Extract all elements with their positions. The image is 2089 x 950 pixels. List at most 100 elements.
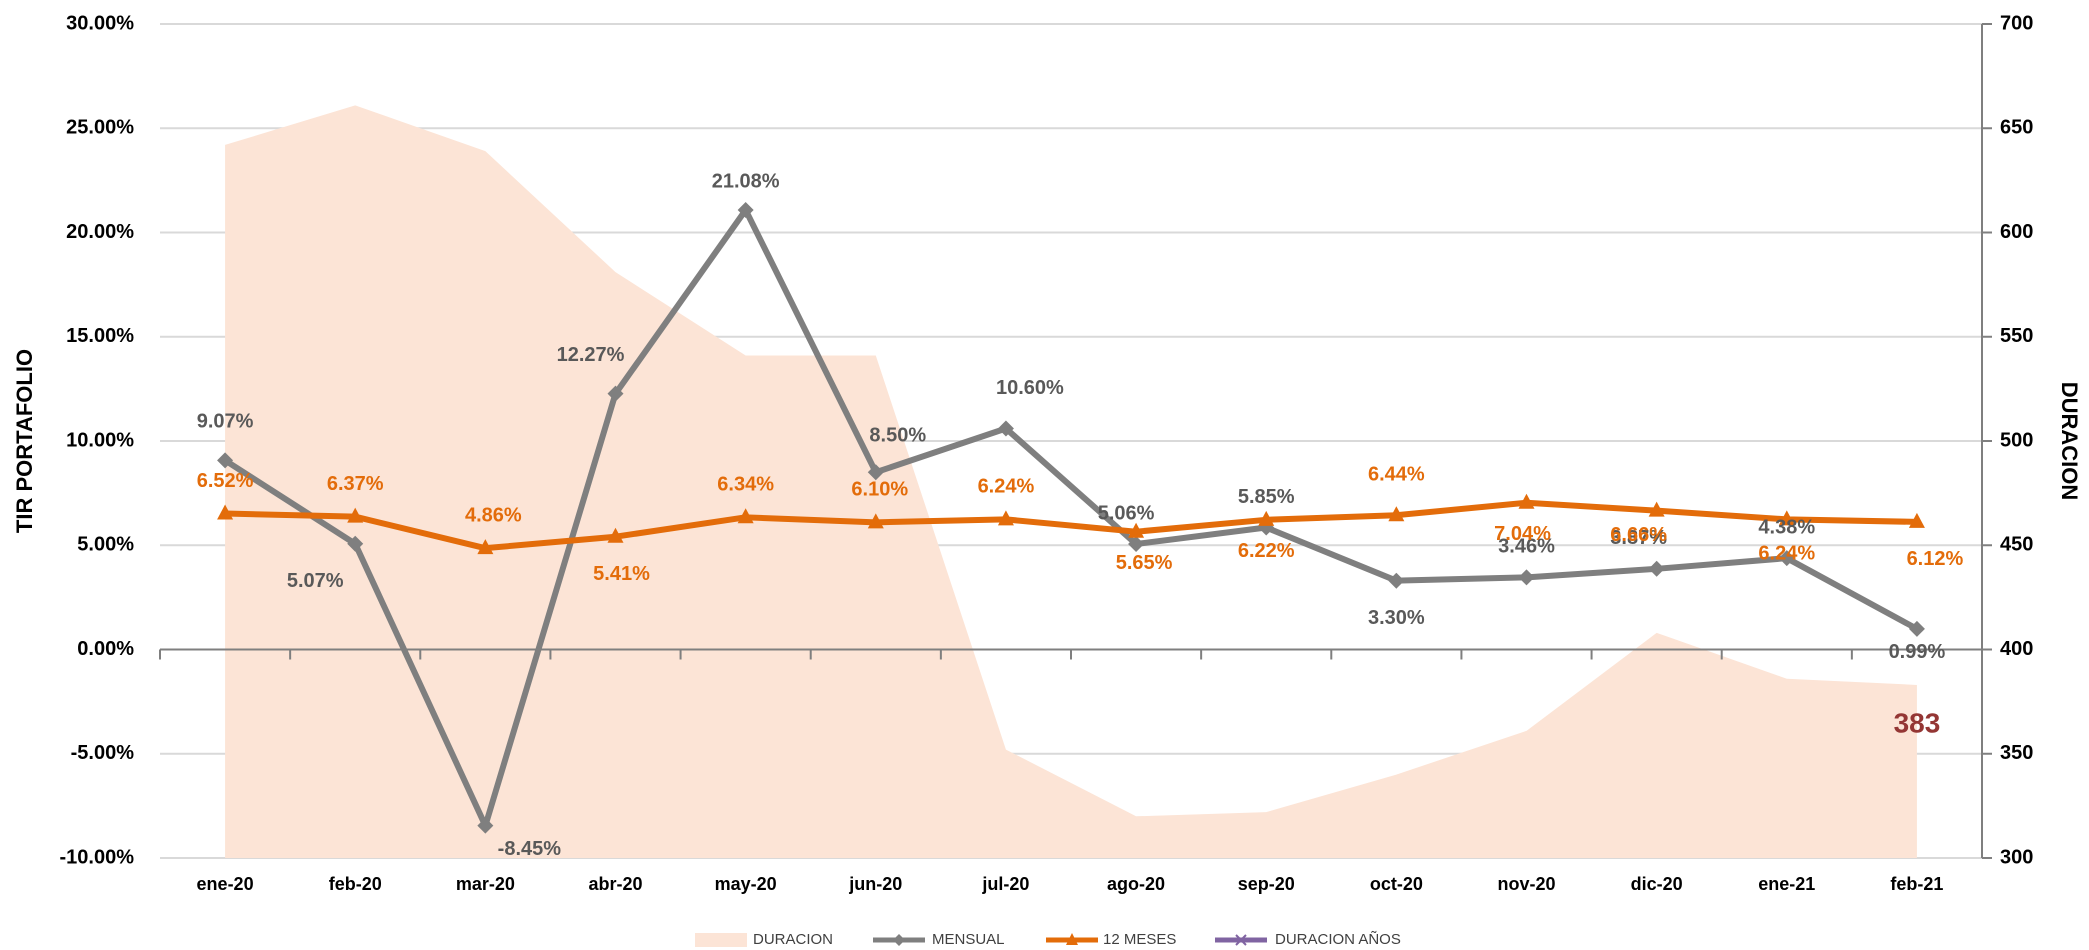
marker — [997, 420, 1014, 437]
marker — [607, 527, 624, 543]
x-tick-label: mar-20 — [456, 874, 515, 894]
data-label: 9.07% — [197, 411, 254, 433]
data-label: 7.04% — [1494, 523, 1551, 545]
y2-tick-label: 400 — [2000, 638, 2033, 660]
marker — [1518, 569, 1535, 586]
marker — [477, 817, 494, 834]
x-tick-label: jul-20 — [981, 874, 1029, 894]
legend-label: DURACION AÑOS — [1275, 931, 1401, 948]
y-tick-label: -5.00% — [71, 742, 135, 764]
marker — [217, 504, 234, 520]
data-label: 6.37% — [327, 473, 384, 495]
marker — [607, 385, 624, 402]
x-tick-label: ago-20 — [1107, 874, 1165, 894]
marker — [347, 535, 364, 552]
data-label: 6.52% — [197, 470, 254, 492]
data-label: 3.87% — [1610, 527, 1667, 549]
marker — [1778, 550, 1795, 567]
legend-label: DURACION — [753, 931, 833, 948]
marker — [217, 452, 234, 469]
data-label: 6.24% — [1758, 543, 1815, 565]
y2-tick-label: 300 — [2000, 846, 2033, 868]
y2-tick-label: 650 — [2000, 117, 2033, 139]
y2-tick-label: 550 — [2000, 325, 2033, 347]
marker — [1648, 560, 1665, 577]
data-label: 3.30% — [1368, 607, 1425, 629]
legend-marker — [893, 934, 905, 946]
data-label: 6.34% — [717, 474, 774, 496]
data-label: 6.10% — [851, 479, 908, 501]
y-tick-label: -10.00% — [60, 846, 135, 868]
marker — [1908, 620, 1925, 637]
y2-tick-label: 450 — [2000, 534, 2033, 556]
x-tick-label: feb-20 — [329, 874, 382, 894]
y-tick-label: 20.00% — [66, 221, 134, 243]
marker — [1388, 506, 1405, 522]
data-label: 6.22% — [1238, 540, 1295, 562]
x-tick-label: jun-20 — [848, 874, 902, 894]
legend-marker — [1235, 934, 1247, 946]
line — [223, 206, 1919, 829]
x-tick-label: may-20 — [715, 874, 777, 894]
data-label: 6.24% — [978, 476, 1035, 498]
x-tick-label: dic-20 — [1631, 874, 1683, 894]
lines — [217, 201, 1925, 834]
x-tick-label: ene-21 — [1758, 874, 1815, 894]
data-label: 4.86% — [465, 504, 522, 526]
data-label: 5.07% — [287, 570, 344, 592]
marker — [737, 508, 754, 524]
labels: 383 9.07% 5.07% -8.45% 12.27% 21.08% 8.50% 10.6… — [197, 170, 1964, 860]
data-label: 6.12% — [1907, 548, 1964, 570]
data-label: 5.65% — [1116, 552, 1173, 574]
x-tick-label: ene-20 — [197, 874, 254, 894]
data-label: 8.50% — [869, 425, 926, 447]
x-tick-label: oct-20 — [1370, 874, 1423, 894]
y-axis-title: TIR PORTAFOLIO — [12, 349, 37, 533]
y-tick-label: 25.00% — [66, 117, 134, 139]
legend-label: 12 MESES — [1103, 931, 1176, 948]
y-tick-label: 5.00% — [77, 534, 134, 556]
area — [225, 105, 1917, 858]
x-tick-label: abr-20 — [588, 874, 642, 894]
marker — [477, 539, 494, 555]
data-label: 6.66% — [1610, 524, 1667, 546]
marker — [1388, 572, 1405, 589]
data-label: 12.27% — [557, 344, 625, 366]
y-tick-label: 15.00% — [66, 325, 134, 347]
data-label: 6.44% — [1368, 464, 1425, 486]
data-label: 0.99% — [1889, 641, 1946, 663]
marker — [1778, 510, 1795, 526]
y2-tick-label: 600 — [2000, 221, 2033, 243]
y2-tick-label: 500 — [2000, 429, 2033, 451]
marker — [1128, 535, 1145, 552]
y2-tick-label: 350 — [2000, 742, 2033, 764]
data-label: 3.46% — [1498, 536, 1555, 558]
marker — [1128, 522, 1145, 538]
data-label: 5.06% — [1098, 502, 1155, 524]
marker — [1648, 501, 1665, 517]
data-label: 5.85% — [1238, 486, 1295, 508]
y-tick-label: 10.00% — [66, 429, 134, 451]
marker — [1518, 493, 1535, 509]
y-tick-label: 30.00% — [66, 12, 134, 34]
data-label: 4.38% — [1758, 516, 1815, 538]
marker — [867, 513, 884, 529]
line — [224, 499, 1917, 552]
legend-swatch — [695, 933, 747, 947]
x-tick-label: feb-21 — [1890, 874, 1943, 894]
y2-tick-label: 700 — [2000, 12, 2033, 34]
x-tick-label: sep-20 — [1238, 874, 1295, 894]
data-label: 383 — [1894, 707, 1941, 738]
data-label: 21.08% — [712, 170, 780, 192]
y-tick-label: 0.00% — [77, 638, 134, 660]
axes — [159, 23, 1992, 859]
x-tick-label: nov-20 — [1497, 874, 1555, 894]
marker — [997, 510, 1014, 526]
data-label: 10.60% — [996, 377, 1064, 399]
data-label: 5.41% — [593, 563, 650, 585]
data-label: -8.45% — [498, 838, 562, 860]
marker — [1908, 512, 1925, 528]
legend-marker — [1066, 933, 1078, 945]
areas — [225, 105, 1917, 858]
